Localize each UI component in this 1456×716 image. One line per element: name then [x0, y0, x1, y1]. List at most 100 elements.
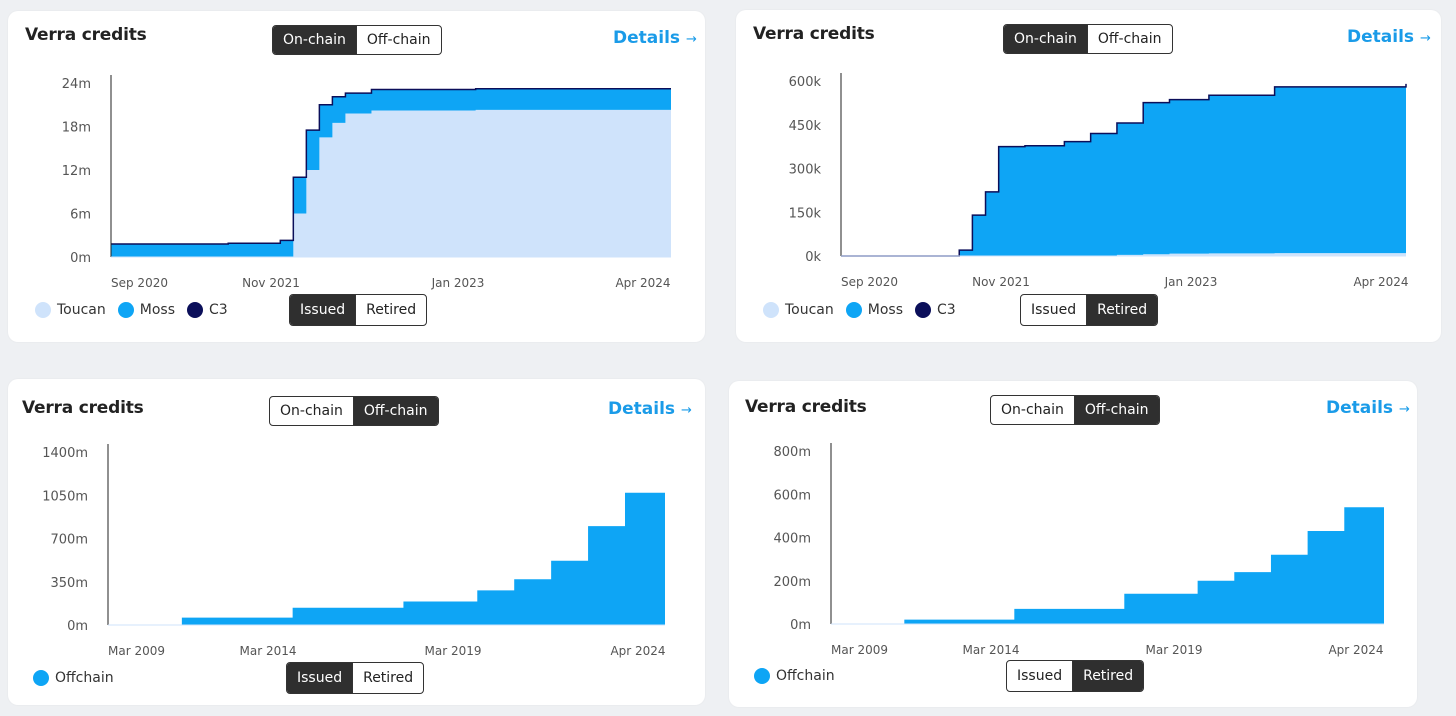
- x-tick-label: Sep 2020: [111, 276, 168, 290]
- x-tick-label: Mar 2009: [831, 643, 888, 657]
- legend-dot-icon: [187, 302, 203, 318]
- legend-label: Toucan: [785, 302, 834, 318]
- y-tick-label: 600m: [774, 488, 811, 503]
- y-tick-label: 12m: [62, 164, 91, 179]
- legend-item-c3[interactable]: C3: [187, 302, 228, 318]
- y-tick-label: 300k: [789, 163, 822, 178]
- legend: Toucan Moss C3: [763, 302, 968, 318]
- source-toggle: On-chain Off-chain: [269, 396, 439, 426]
- y-tick-label: 600k: [789, 75, 822, 90]
- details-link[interactable]: Details →: [608, 399, 692, 419]
- off-chain-button[interactable]: Off-chain: [1086, 25, 1172, 53]
- arrow-right-icon: →: [1399, 402, 1410, 417]
- status-toggle: Issued Retired: [289, 294, 428, 326]
- area-series-c3: [841, 83, 1407, 257]
- legend-item-offchain[interactable]: Offchain: [754, 668, 835, 684]
- x-tick-label: Jan 2023: [431, 276, 485, 290]
- details-link[interactable]: Details →: [1347, 27, 1431, 47]
- legend: Offchain: [754, 668, 847, 684]
- retired-button[interactable]: Retired: [352, 663, 423, 693]
- details-label: Details: [613, 28, 681, 48]
- retired-button[interactable]: Retired: [1072, 661, 1144, 691]
- issued-button[interactable]: Issued: [290, 295, 356, 325]
- legend-item-toucan[interactable]: Toucan: [763, 302, 834, 318]
- arrow-right-icon: →: [686, 32, 697, 47]
- area-series-offchain: [108, 475, 665, 625]
- issued-button[interactable]: Issued: [1017, 668, 1063, 684]
- on-chain-button[interactable]: On-chain: [1004, 25, 1087, 53]
- details-link[interactable]: Details →: [1326, 398, 1410, 418]
- x-tick-label: Nov 2021: [242, 276, 300, 290]
- legend-item-offchain[interactable]: Offchain: [33, 670, 114, 686]
- x-tick-label: Apr 2024: [615, 276, 670, 290]
- status-toggle: Issued Retired: [286, 662, 425, 694]
- y-tick-label: 450k: [789, 119, 822, 134]
- issued-button[interactable]: Issued: [1031, 302, 1077, 318]
- legend-dot-icon: [117, 302, 134, 318]
- off-chain-button[interactable]: Off-chain: [352, 397, 438, 425]
- x-tick-label: Nov 2021: [972, 275, 1030, 289]
- on-chain-button[interactable]: On-chain: [1001, 402, 1064, 418]
- card-title: Verra credits: [745, 397, 867, 417]
- y-tick-label: 0m: [70, 251, 91, 266]
- on-chain-button[interactable]: On-chain: [273, 26, 356, 54]
- off-chain-button[interactable]: Off-chain: [355, 26, 441, 54]
- x-tick-label: Apr 2024: [1328, 643, 1383, 657]
- y-tick-label: 150k: [789, 206, 822, 221]
- card-title: Verra credits: [753, 24, 875, 44]
- legend-label: Offchain: [776, 668, 835, 684]
- legend-item-toucan[interactable]: Toucan: [35, 302, 106, 318]
- area-series-moss: [841, 83, 1406, 257]
- y-tick-label: 350m: [51, 576, 88, 591]
- off-chain-button[interactable]: Off-chain: [1073, 396, 1159, 424]
- legend-dot-icon: [845, 302, 862, 318]
- area-series-moss: [111, 88, 671, 257]
- status-toggle: Issued Retired: [1020, 294, 1159, 326]
- area-series-toucan: [111, 109, 671, 257]
- details-link[interactable]: Details →: [613, 28, 697, 48]
- legend-label: Toucan: [57, 302, 106, 318]
- legend-item-moss[interactable]: Moss: [845, 302, 903, 318]
- y-tick-label: 0m: [67, 619, 88, 634]
- y-tick-label: 200m: [774, 575, 811, 590]
- chart-plot: 0m 200m 400m 600m 800m Mar 2009 Mar 2014 Mar 20…: [774, 443, 1384, 657]
- chart-card-3: Verra credits On-chain Off-chain Details…: [8, 379, 705, 705]
- issued-button[interactable]: Issued: [287, 663, 353, 693]
- chart-card-4: Verra credits On-chain Off-chain Details…: [729, 381, 1417, 707]
- legend-label: Moss: [867, 302, 903, 318]
- legend-dot-icon: [763, 302, 779, 318]
- area-series-toucan: [841, 253, 1406, 256]
- on-chain-button[interactable]: On-chain: [280, 403, 343, 419]
- x-tick-label: Apr 2024: [1353, 275, 1408, 289]
- y-tick-label: 0m: [790, 618, 811, 633]
- legend-item-c3[interactable]: C3: [915, 302, 956, 318]
- legend-dot-icon: [35, 302, 51, 318]
- x-tick-label: Apr 2024: [610, 644, 665, 658]
- source-toggle: On-chain Off-chain: [1003, 24, 1173, 54]
- retired-button[interactable]: Retired: [355, 295, 426, 325]
- chart-card-2: Verra credits On-chain Off-chain Details…: [736, 10, 1441, 342]
- legend-label: Offchain: [55, 670, 114, 686]
- chart-plot: 0m 350m 700m 1050m 1400m Mar 2009 Mar 2014 Mar …: [42, 444, 666, 658]
- chart-card-1: Verra credits On-chain Off-chain Details…: [8, 11, 705, 342]
- legend-label: C3: [209, 302, 228, 318]
- retired-button[interactable]: Retired: [1086, 295, 1158, 325]
- y-tick-label: 1050m: [42, 489, 88, 504]
- y-tick-label: 0k: [805, 250, 821, 265]
- y-tick-label: 24m: [62, 77, 91, 92]
- legend: Toucan Moss C3: [35, 302, 240, 318]
- legend-item-moss[interactable]: Moss: [117, 302, 175, 318]
- arrow-right-icon: →: [1420, 31, 1431, 46]
- y-tick-label: 18m: [62, 121, 91, 136]
- x-tick-label: Mar 2019: [1146, 643, 1203, 657]
- legend-label: Moss: [139, 302, 175, 318]
- y-tick-label: 6m: [70, 208, 91, 223]
- legend: Offchain: [33, 670, 126, 686]
- details-label: Details: [1347, 27, 1415, 47]
- card-title: Verra credits: [22, 398, 144, 418]
- x-tick-label: Mar 2019: [425, 644, 482, 658]
- status-toggle: Issued Retired: [1006, 660, 1145, 692]
- x-tick-label: Mar 2014: [240, 644, 297, 658]
- x-tick-label: Jan 2023: [1164, 275, 1218, 289]
- x-tick-label: Mar 2009: [108, 644, 165, 658]
